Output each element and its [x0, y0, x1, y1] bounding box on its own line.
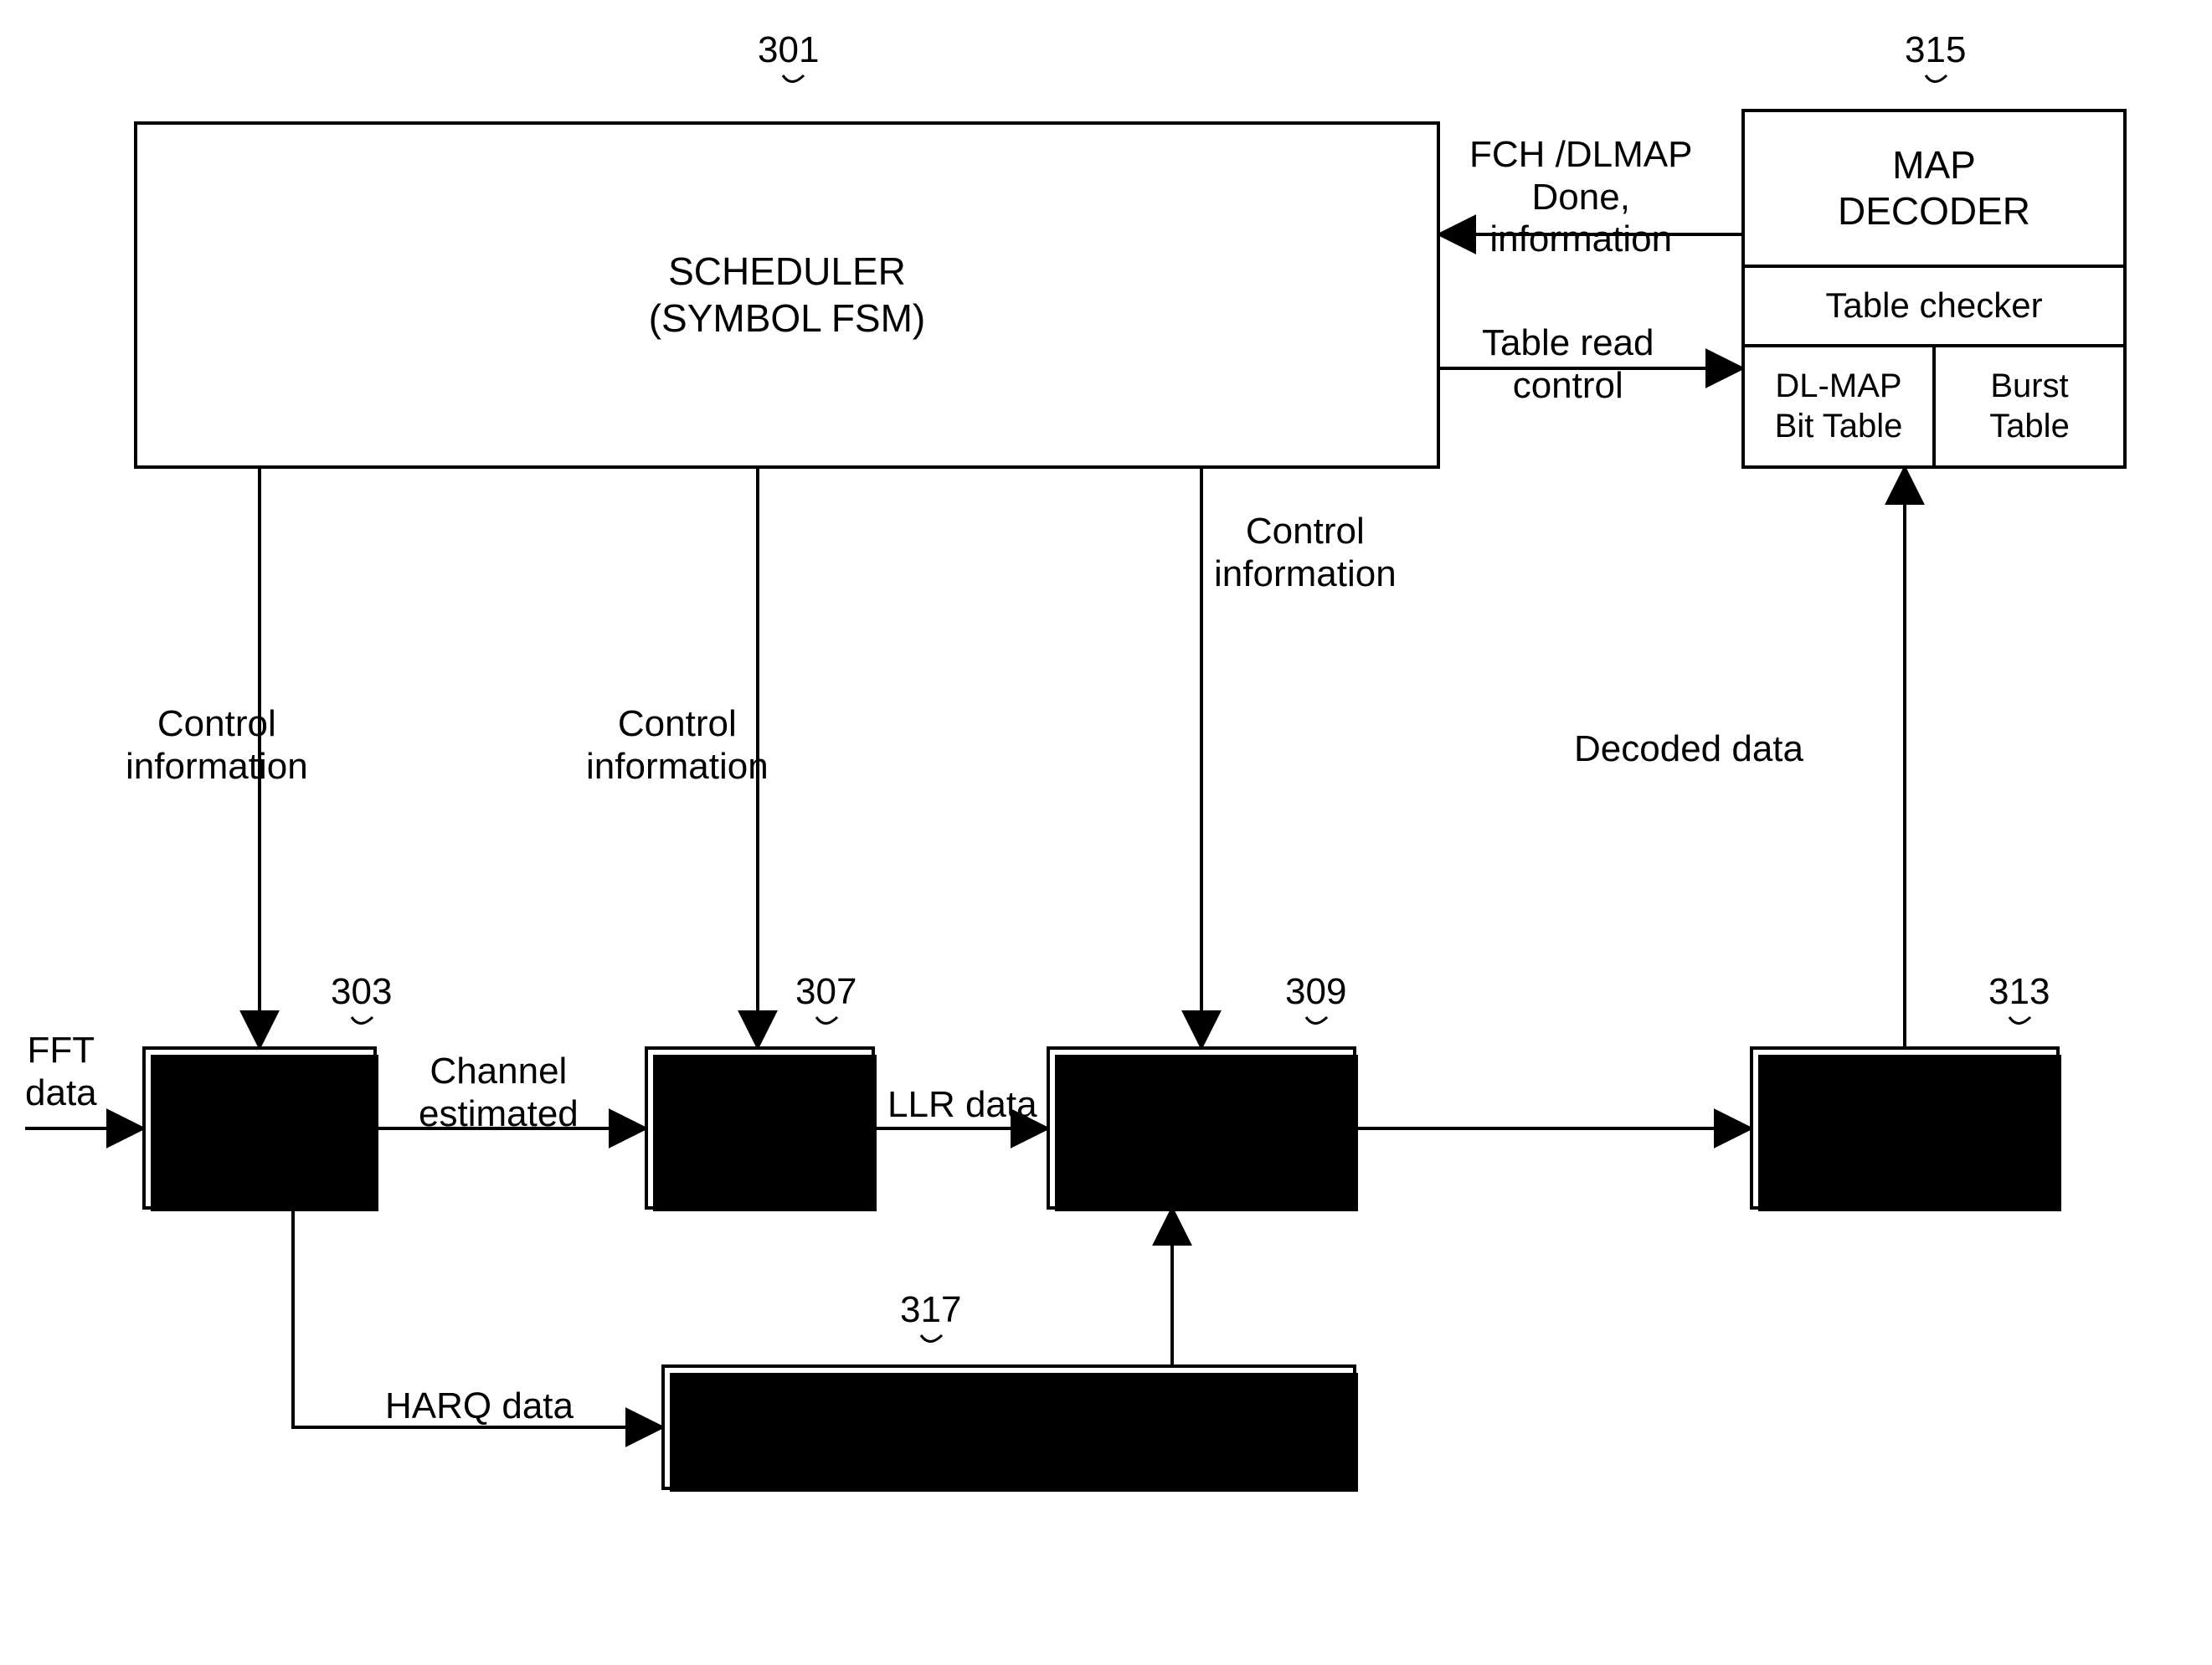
scheduler-block: SCHEDULER (SYMBOL FSM) — [134, 121, 1440, 469]
burst-table-label: Burst Table — [1989, 366, 2070, 446]
label-table-read: Table read control — [1482, 322, 1654, 407]
label-ctrl-dec: Control information — [1214, 511, 1397, 595]
ref-tick-309 — [1306, 1017, 1327, 1024]
llr-l2: DEMAPPER — [651, 1128, 867, 1174]
ref-tick-301 — [783, 75, 804, 82]
dlmap-bit-table-label: DL-MAP Bit Table — [1775, 366, 1903, 446]
channel-estimator-l2: ESTIMATOR — [149, 1128, 370, 1174]
label-harq-data: HARQ data — [385, 1385, 574, 1428]
table-checker-label: Table checker — [1825, 285, 2042, 326]
label-mem-map: Decoded data — [1574, 728, 1803, 771]
harq-l1: HARQ CONTROLLER — [816, 1404, 1201, 1450]
ref-tick-317 — [921, 1335, 942, 1342]
llr-l1: LLR — [724, 1082, 795, 1128]
ref-tick-303 — [352, 1017, 373, 1024]
ref-tick-313 — [2009, 1017, 2030, 1024]
diagram-canvas: SCHEDULER (SYMBOL FSM) MAP DECODER Table… — [0, 0, 2212, 1665]
ref-317: 317 — [900, 1289, 961, 1332]
label-ctrl-llr: Control information — [586, 703, 769, 788]
channel-estimator-l1: CHANNEL — [167, 1082, 352, 1128]
ref-tick-307 — [816, 1017, 837, 1024]
memory-block: MEMORY — [1750, 1046, 2060, 1210]
label-llr-dec: LLR data — [887, 1084, 1037, 1127]
decoder-l1: DECODER — [1105, 1105, 1298, 1151]
scheduler-title: SCHEDULER — [668, 249, 906, 295]
map-decoder-title: MAP DECODER — [1838, 142, 2030, 234]
ref-tick-315 — [1926, 75, 1947, 82]
harq-controller-block: HARQ CONTROLLER — [661, 1364, 1356, 1490]
channel-estimator-block: CHANNEL ESTIMATOR — [142, 1046, 377, 1210]
ref-309: 309 — [1285, 971, 1346, 1014]
map-decoder-block: MAP DECODER Table checker DL-MAP Bit Tab… — [1741, 109, 2127, 469]
ref-313: 313 — [1988, 971, 2050, 1014]
ref-307: 307 — [795, 971, 857, 1014]
label-fft: FFT data — [25, 1030, 97, 1114]
memory-l1: MEMORY — [1818, 1105, 1991, 1151]
label-ctrl-ce: Control information — [126, 703, 308, 788]
scheduler-subtitle: (SYMBOL FSM) — [649, 295, 926, 342]
label-ce-llr: Channel estimated — [419, 1051, 579, 1135]
ref-315: 315 — [1905, 29, 1966, 72]
decoder-block: DECODER — [1047, 1046, 1356, 1210]
label-fch-dlmap: FCH /DLMAP Done, information — [1469, 134, 1692, 261]
llr-demapper-block: LLR DEMAPPER — [645, 1046, 875, 1210]
ref-301: 301 — [758, 29, 819, 72]
ref-303: 303 — [331, 971, 392, 1014]
